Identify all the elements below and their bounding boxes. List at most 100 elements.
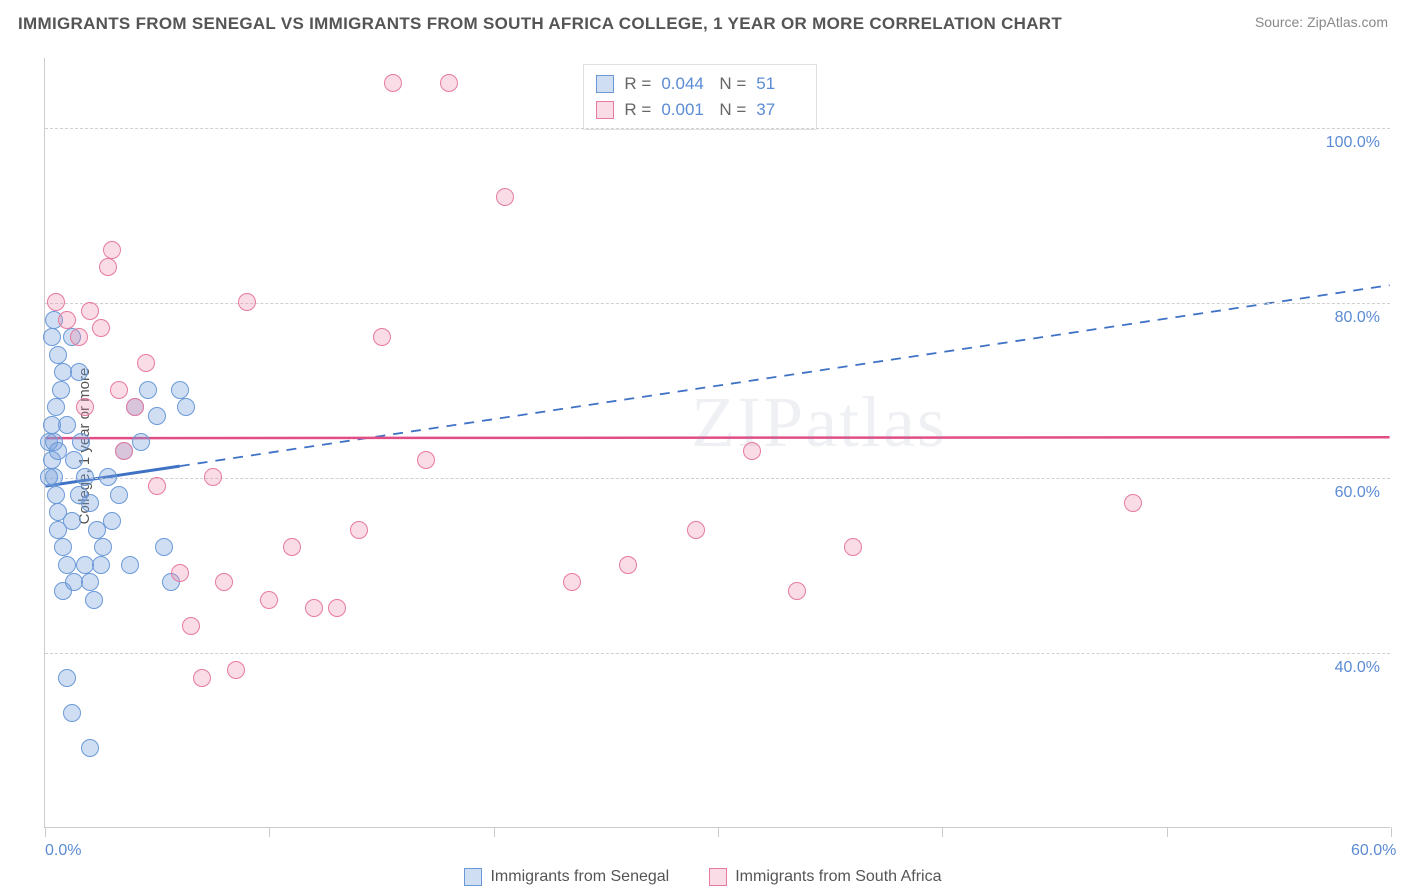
legend-swatch <box>464 868 482 886</box>
data-point-senegal <box>171 381 189 399</box>
data-point-senegal <box>76 468 94 486</box>
data-point-south_africa <box>563 573 581 591</box>
data-point-south_africa <box>47 293 65 311</box>
trendline-senegal-extrapolate <box>180 285 1390 466</box>
data-point-senegal <box>47 486 65 504</box>
y-tick-label: 40.0% <box>1335 659 1380 677</box>
legend-swatch <box>596 101 614 119</box>
data-point-senegal <box>92 556 110 574</box>
data-point-south_africa <box>115 442 133 460</box>
x-tick-label: 60.0% <box>1351 842 1396 860</box>
data-point-south_africa <box>215 573 233 591</box>
gridline <box>45 128 1390 129</box>
data-point-south_africa <box>440 74 458 92</box>
data-point-senegal <box>121 556 139 574</box>
y-tick-label: 60.0% <box>1335 484 1380 502</box>
legend-n-label: N = <box>719 100 746 120</box>
data-point-south_africa <box>328 599 346 617</box>
data-point-south_africa <box>227 661 245 679</box>
data-point-south_africa <box>687 521 705 539</box>
data-point-senegal <box>58 669 76 687</box>
data-point-south_africa <box>844 538 862 556</box>
x-tick <box>1167 827 1168 837</box>
watermark: ZIPatlas <box>691 381 947 464</box>
data-point-south_africa <box>81 302 99 320</box>
gridline <box>45 478 1390 479</box>
data-point-south_africa <box>137 354 155 372</box>
data-point-south_africa <box>204 468 222 486</box>
x-tick <box>942 827 943 837</box>
data-point-south_africa <box>384 74 402 92</box>
data-point-south_africa <box>619 556 637 574</box>
y-tick-label: 80.0% <box>1335 309 1380 327</box>
data-point-senegal <box>103 512 121 530</box>
correlation-legend: R =0.044N =51R =0.001N =37 <box>583 64 817 130</box>
legend-n-value: 51 <box>756 74 804 94</box>
data-point-senegal <box>49 346 67 364</box>
data-point-senegal <box>43 416 61 434</box>
legend-n-label: N = <box>719 74 746 94</box>
data-point-south_africa <box>496 188 514 206</box>
x-tick <box>269 827 270 837</box>
data-point-senegal <box>43 328 61 346</box>
data-point-senegal <box>139 381 157 399</box>
data-point-south_africa <box>417 451 435 469</box>
legend-r-value: 0.001 <box>661 100 709 120</box>
data-point-south_africa <box>92 319 110 337</box>
legend-r-label: R = <box>624 74 651 94</box>
legend-stat-row: R =0.044N =51 <box>596 71 804 97</box>
x-tick <box>494 827 495 837</box>
data-point-senegal <box>94 538 112 556</box>
data-point-senegal <box>54 538 72 556</box>
data-point-south_africa <box>1124 494 1142 512</box>
data-point-senegal <box>81 573 99 591</box>
data-point-senegal <box>85 591 103 609</box>
data-point-south_africa <box>193 669 211 687</box>
x-tick <box>45 827 46 837</box>
chart-header: IMMIGRANTS FROM SENEGAL VS IMMIGRANTS FR… <box>18 14 1388 34</box>
data-point-south_africa <box>743 442 761 460</box>
series-legend-label: Immigrants from South Africa <box>735 868 941 886</box>
data-point-senegal <box>63 704 81 722</box>
data-point-senegal <box>110 486 128 504</box>
data-point-senegal <box>40 468 58 486</box>
series-legend-entry: Immigrants from South Africa <box>709 868 941 886</box>
data-point-senegal <box>148 407 166 425</box>
data-point-senegal <box>65 573 83 591</box>
data-point-senegal <box>49 442 67 460</box>
data-point-south_africa <box>70 328 88 346</box>
trendline-south_africa <box>45 437 1389 438</box>
x-tick <box>1391 827 1392 837</box>
legend-stat-row: R = 0.001 N = 37 <box>596 97 804 123</box>
data-point-senegal <box>47 398 65 416</box>
legend-n-value: 37 <box>756 100 804 120</box>
data-point-south_africa <box>260 591 278 609</box>
data-point-senegal <box>132 433 150 451</box>
trend-lines-layer <box>45 58 1390 827</box>
data-point-senegal <box>52 381 70 399</box>
data-point-senegal <box>177 398 195 416</box>
gridline <box>45 653 1390 654</box>
x-tick-label: 0.0% <box>45 842 81 860</box>
data-point-senegal <box>65 451 83 469</box>
chart-title: IMMIGRANTS FROM SENEGAL VS IMMIGRANTS FR… <box>18 14 1062 34</box>
data-point-south_africa <box>373 328 391 346</box>
legend-r-label: R = <box>624 100 651 120</box>
legend-swatch <box>709 868 727 886</box>
data-point-south_africa <box>58 311 76 329</box>
data-point-senegal <box>155 538 173 556</box>
data-point-senegal <box>81 494 99 512</box>
data-point-south_africa <box>788 582 806 600</box>
data-point-south_africa <box>110 381 128 399</box>
series-legend-entry: Immigrants from Senegal <box>464 868 669 886</box>
data-point-south_africa <box>171 564 189 582</box>
data-point-senegal <box>70 363 88 381</box>
data-point-senegal <box>58 416 76 434</box>
data-point-south_africa <box>305 599 323 617</box>
data-point-senegal <box>81 739 99 757</box>
chart-plot-area: ZIPatlas R =0.044N =51R =0.001N =37 40.0… <box>44 58 1390 828</box>
data-point-south_africa <box>350 521 368 539</box>
data-point-south_africa <box>103 241 121 259</box>
legend-swatch <box>596 75 614 93</box>
data-point-senegal <box>72 433 90 451</box>
